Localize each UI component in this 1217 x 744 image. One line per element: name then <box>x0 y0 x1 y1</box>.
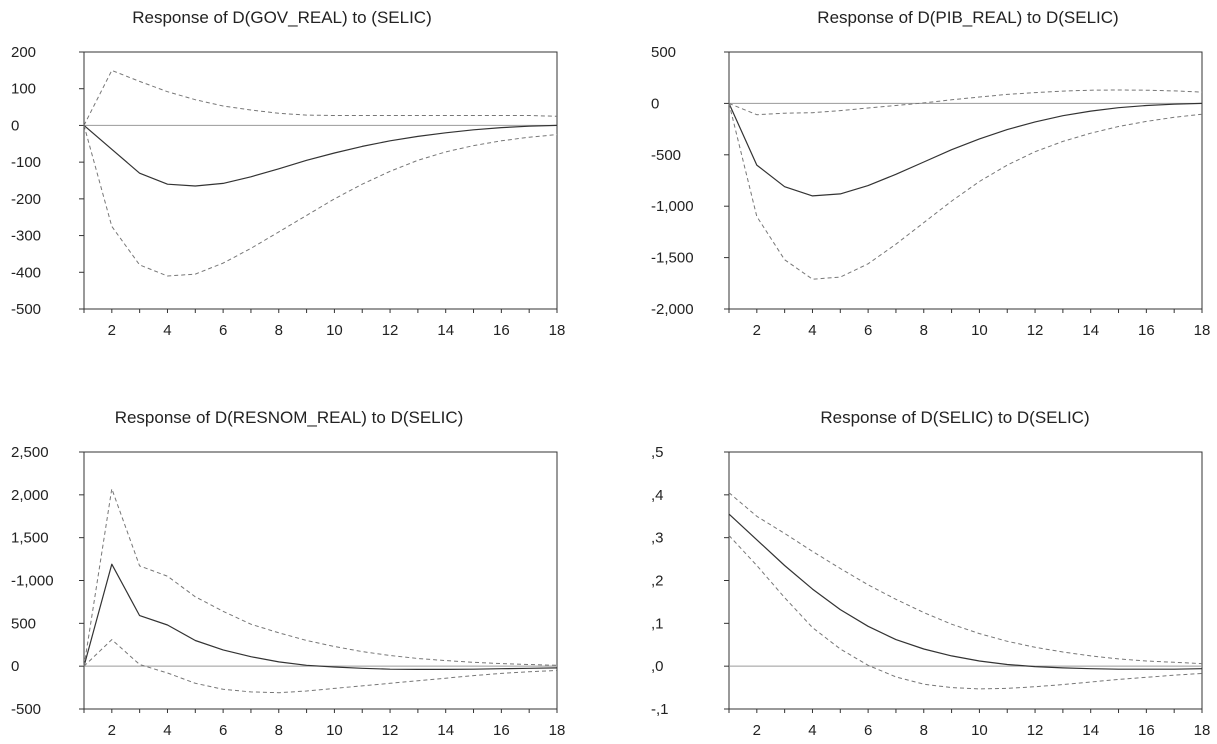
x-tick-label: 10 <box>971 722 988 739</box>
x-tick-label: 14 <box>1082 722 1099 739</box>
x-tick-label: 18 <box>549 722 566 739</box>
x-tick-label: 8 <box>275 322 283 339</box>
x-tick-label: 6 <box>864 722 872 739</box>
x-tick-label: 16 <box>1138 322 1155 339</box>
confidence-band-line <box>83 69 558 126</box>
x-tick-label: 12 <box>1027 722 1044 739</box>
y-tick-label: -100 <box>11 154 41 171</box>
plot-frame <box>83 451 558 710</box>
chart-pib-real: Response of D(PIB_REAL) to D(SELIC) 500 0 -… <box>651 8 1210 339</box>
impulse-response-line <box>83 124 558 187</box>
x-tick-label: 10 <box>326 322 343 339</box>
y-tick-label: 2,500 <box>11 444 49 461</box>
confidence-band-line <box>728 89 1203 116</box>
y-tick-label: ,0 <box>651 658 664 675</box>
chart-title: Response of D(PIB_REAL) to D(SELIC) <box>817 8 1118 27</box>
y-tick-label: 200 <box>11 44 36 61</box>
x-tick-label: 18 <box>549 322 566 339</box>
y-tick-label: 0 <box>11 658 19 675</box>
chart-selic: Response of D(SELIC) to D(SELIC) ,5 ,4 ,3 ,2… <box>651 408 1210 739</box>
chart-resnom-real: Response of D(RESNOM_REAL) to D(SELIC) 2,… <box>11 408 565 739</box>
y-tick-label: -500 <box>11 701 41 718</box>
y-tick-label: 1,500 <box>11 530 49 547</box>
y-tick-label: ,1 <box>651 615 664 632</box>
x-tick-label: 2 <box>108 322 116 339</box>
x-tick-label: 4 <box>808 322 816 339</box>
y-tick-label: ,5 <box>651 444 664 461</box>
y-tick-label: ,2 <box>651 573 664 590</box>
y-tick-label: 500 <box>11 615 36 632</box>
x-tick-label: 10 <box>326 722 343 739</box>
plot-frame <box>728 51 1203 310</box>
y-tick-label: ,4 <box>651 487 664 504</box>
x-tick-label: 8 <box>920 322 928 339</box>
x-tick-label: 6 <box>864 322 872 339</box>
y-tick-label: 0 <box>651 95 659 112</box>
x-tick-label: 2 <box>108 722 116 739</box>
confidence-band-line <box>728 492 1203 665</box>
x-tick-label: 12 <box>382 722 399 739</box>
x-tick-label: 8 <box>920 722 928 739</box>
x-tick-label: 14 <box>437 722 454 739</box>
y-tick-label: -300 <box>11 228 41 245</box>
x-tick-label: 4 <box>163 722 171 739</box>
chart-gov-real: Response of D(GOV_REAL) to (SELIC)200100… <box>11 8 565 339</box>
x-tick-label: 12 <box>382 322 399 339</box>
x-tick-label: 6 <box>219 722 227 739</box>
confidence-band-line <box>728 535 1203 690</box>
y-tick-label: -1,000 <box>651 198 694 215</box>
y-tick-label: -2,000 <box>651 301 694 318</box>
x-tick-label: 14 <box>1082 322 1099 339</box>
impulse-response-line <box>728 513 1203 670</box>
x-tick-label: 4 <box>163 322 171 339</box>
y-tick-label: -,1 <box>651 701 669 718</box>
x-tick-label: 12 <box>1027 322 1044 339</box>
y-tick-label: -1,000 <box>11 573 54 590</box>
chart-title: Response of D(SELIC) to D(SELIC) <box>820 408 1089 427</box>
confidence-band-line <box>728 103 1203 280</box>
x-tick-label: 8 <box>275 722 283 739</box>
x-tick-label: 4 <box>808 722 816 739</box>
chart-title: Response of D(RESNOM_REAL) to D(SELIC) <box>115 408 464 427</box>
x-tick-label: 10 <box>971 322 988 339</box>
impulse-response-line <box>83 563 558 671</box>
x-tick-label: 16 <box>1138 722 1155 739</box>
y-tick-label: -400 <box>11 264 41 281</box>
confidence-band-line <box>83 639 558 694</box>
x-tick-label: 18 <box>1194 322 1211 339</box>
plot-frame <box>83 51 558 310</box>
y-tick-label: -1,500 <box>651 250 694 267</box>
impulse-response-line <box>728 102 1203 197</box>
x-tick-label: 2 <box>753 322 761 339</box>
x-tick-label: 2 <box>753 722 761 739</box>
x-tick-label: 16 <box>493 322 510 339</box>
y-tick-label: 0 <box>11 117 19 134</box>
y-tick-label: 500 <box>651 44 676 61</box>
x-tick-label: 16 <box>493 722 510 739</box>
plot-frame <box>728 451 1203 710</box>
x-tick-label: 14 <box>437 322 454 339</box>
y-tick-label: -500 <box>11 301 41 318</box>
chart-title: Response of D(GOV_REAL) to (SELIC) <box>132 8 432 27</box>
y-tick-label: -200 <box>11 191 41 208</box>
y-tick-label: 100 <box>11 81 36 98</box>
confidence-band-line <box>83 125 558 277</box>
y-tick-label: 2,000 <box>11 487 49 504</box>
x-tick-label: 18 <box>1194 722 1211 739</box>
y-tick-label: -500 <box>651 147 681 164</box>
x-tick-label: 6 <box>219 322 227 339</box>
confidence-band-line <box>83 488 558 667</box>
y-tick-label: ,3 <box>651 530 664 547</box>
